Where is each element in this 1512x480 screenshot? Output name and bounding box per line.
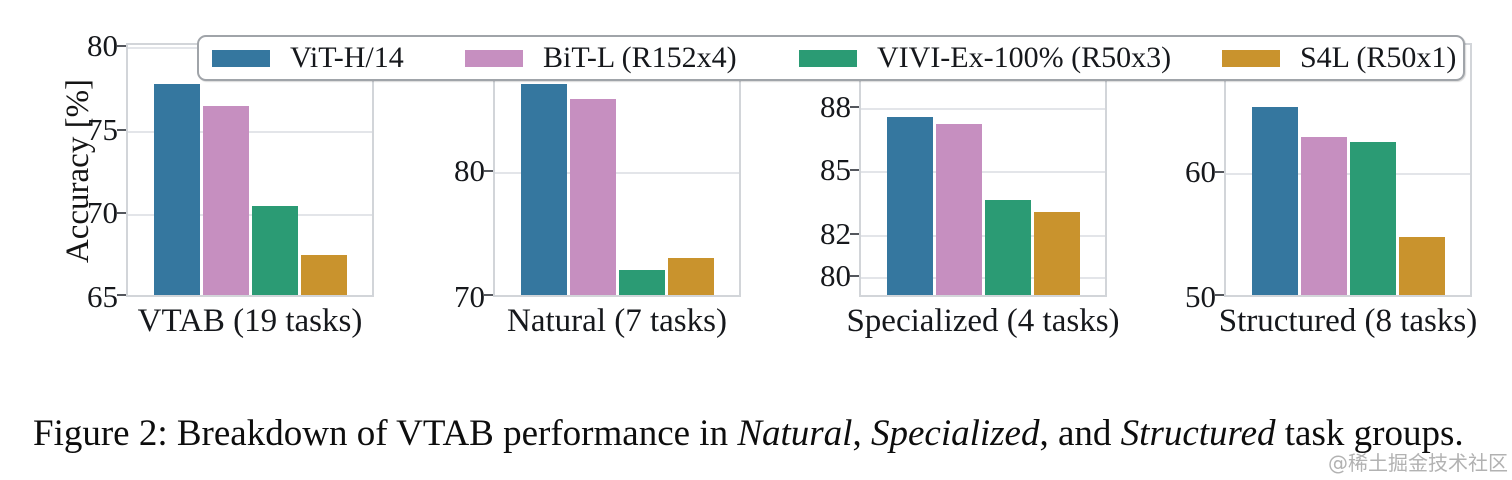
tick-label: 70 <box>87 195 118 231</box>
figure-caption: Figure 2: Breakdown of VTAB performance … <box>33 412 1464 455</box>
tick-mark <box>484 294 493 296</box>
caption-segment: task groups. <box>1275 413 1464 454</box>
bar-vivi-ex-100-r50x3 <box>619 269 665 295</box>
bar-vivi-ex-100-r50x3 <box>1350 141 1396 295</box>
legend-label: ViT-H/14 <box>290 41 404 74</box>
bar-s4l-r50x1 <box>1399 236 1445 295</box>
tick-label: 65 <box>87 279 118 314</box>
tick-mark <box>850 232 859 235</box>
legend-entry-bit-l-r152x4: BiT-L (R152x4) <box>465 37 737 79</box>
legend-label: S4L (R50x1) <box>1300 41 1457 74</box>
gridline <box>128 214 372 217</box>
gridline <box>861 234 1105 237</box>
tick-mark <box>850 105 859 108</box>
tick-mark <box>484 169 493 172</box>
bar-s4l-r50x1 <box>301 254 347 295</box>
tick-label: 82 <box>820 215 851 251</box>
tick-label: 80 <box>87 28 118 64</box>
bar-vivi-ex-100-r50x3 <box>985 199 1031 295</box>
tick-label: 50 <box>1185 279 1216 314</box>
tick-mark <box>850 169 859 171</box>
gridline <box>495 171 739 174</box>
bar-vit-h-14 <box>1252 107 1298 295</box>
category-label: Natural (7 tasks) <box>507 303 727 339</box>
caption-segment: Specialized <box>870 413 1040 454</box>
chart-panel-natural-7-tasks <box>493 43 741 297</box>
category-label: Structured (8 tasks) <box>1218 303 1478 339</box>
tick-label: 80 <box>820 257 851 293</box>
bar-s4l-r50x1 <box>668 258 714 295</box>
watermark: @稀土掘金技术社区 <box>1328 451 1508 475</box>
bar-bit-l-r152x4 <box>1301 136 1347 295</box>
bar-vit-h-14 <box>887 117 933 295</box>
gridline <box>128 130 372 133</box>
category-label: VTAB (19 tasks) <box>137 303 363 339</box>
legend-entry-vit-h-14: ViT-H/14 <box>212 37 404 79</box>
legend-entry-s4l-r50x1: S4L (R50x1) <box>1222 37 1456 79</box>
bar-bit-l-r152x4 <box>570 99 616 295</box>
tick-label: 75 <box>87 111 118 147</box>
tick-label: 88 <box>820 88 851 124</box>
legend-label: BiT-L (R152x4) <box>543 41 737 74</box>
caption-segment: , and <box>1039 413 1121 454</box>
bar-vit-h-14 <box>154 84 200 295</box>
caption-segment: Natural <box>737 413 853 454</box>
category-label: Specialized (4 tasks) <box>846 303 1120 339</box>
gridline <box>861 276 1105 279</box>
legend-entry-vivi-ex-100-r50x3: VIVI-Ex-100% (R50x3) <box>799 37 1171 79</box>
tick-mark <box>117 294 126 296</box>
gridline <box>861 171 1105 173</box>
tick-mark <box>117 45 126 48</box>
caption-segment: Structured <box>1120 413 1276 454</box>
legend-label: VIVI-Ex-100% (R50x3) <box>877 41 1172 74</box>
bar-bit-l-r152x4 <box>936 123 982 295</box>
legend-swatch-bit-l-r152x4 <box>465 49 523 67</box>
legend-swatch-s4l-r50x1 <box>1222 49 1280 67</box>
bar-s4l-r50x1 <box>1034 212 1080 295</box>
chart-panel-specialized-4-tasks <box>859 43 1107 297</box>
tick-mark <box>1215 294 1224 296</box>
gridline <box>861 107 1105 110</box>
legend-swatch-vivi-ex-100-r50x3 <box>799 49 857 67</box>
tick-mark <box>1215 171 1224 174</box>
bar-vivi-ex-100-r50x3 <box>252 206 298 295</box>
bar-bit-l-r152x4 <box>203 106 249 295</box>
legend-swatch-vit-h-14 <box>212 49 270 67</box>
tick-mark <box>117 212 126 215</box>
caption-segment: , <box>852 413 871 454</box>
gridline <box>1226 173 1470 176</box>
bar-vit-h-14 <box>521 84 567 295</box>
chart-panel-structured-8-tasks <box>1224 43 1472 297</box>
tick-label: 70 <box>454 279 485 314</box>
tick-label: 60 <box>1185 154 1216 190</box>
tick-label: 85 <box>820 152 851 187</box>
caption-segment: Figure 2: Breakdown of VTAB performance … <box>33 413 738 454</box>
tick-mark <box>850 274 859 277</box>
tick-label: 80 <box>454 152 485 188</box>
chart-panel-vtab-19-tasks <box>126 43 374 297</box>
tick-mark <box>117 128 126 131</box>
legend: ViT-H/14 BiT-L (R152x4) VIVI-Ex-100% (R50x… <box>197 35 1465 81</box>
